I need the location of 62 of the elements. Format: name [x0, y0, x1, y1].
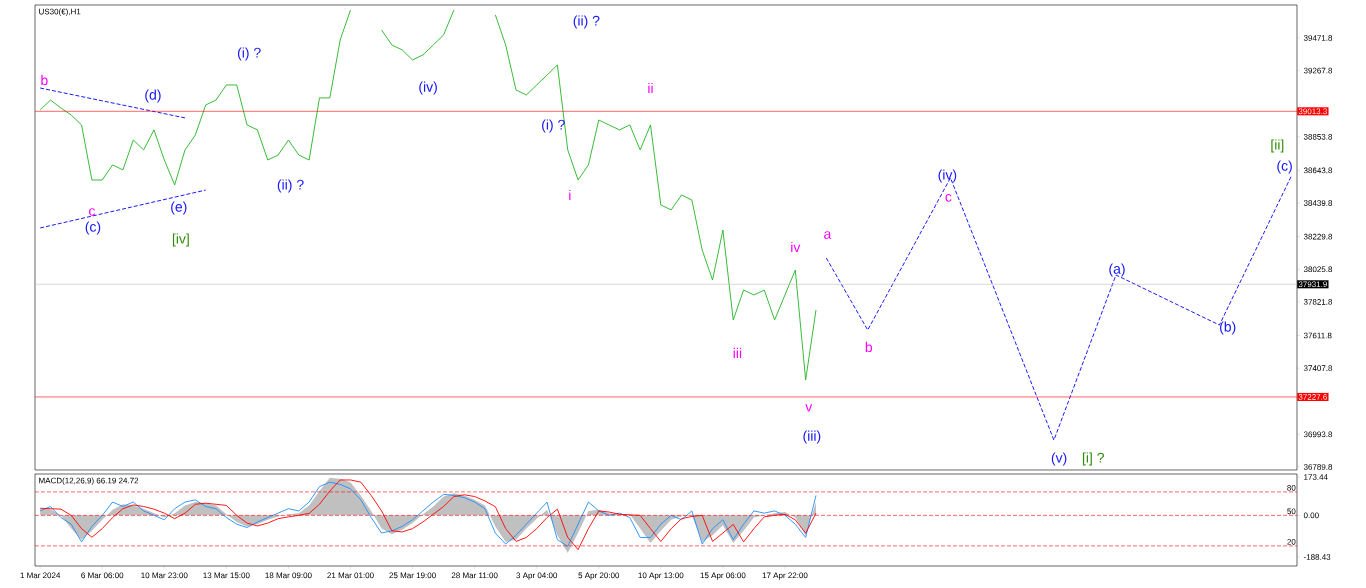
y-tick-label: 173.44 — [1304, 474, 1328, 480]
y-tick-label: 38229.8 — [1303, 233, 1333, 240]
x-tick-label: 17 Apr 22:00 — [762, 572, 808, 580]
ref-line-label: 39013.3 — [1298, 108, 1327, 115]
y-tick-label: 0.00 — [1303, 512, 1319, 519]
y-tick-label: -188.43 — [1303, 554, 1331, 560]
annotation: [ii] — [1271, 139, 1284, 153]
y-tick-label: 39267.8 — [1303, 67, 1333, 74]
annotation: 80 — [1287, 485, 1296, 491]
x-tick-label: 3 Apr 04:00 — [516, 572, 558, 580]
annotation: 50 — [1287, 508, 1296, 515]
annotation: iii — [733, 347, 742, 358]
ref-line-label: 37931.9 — [1298, 281, 1327, 288]
annotation: (i) ? — [237, 47, 261, 61]
y-tick-label: 38439.8 — [1303, 200, 1333, 206]
annotation: (i) ? — [542, 119, 565, 133]
annotation: (c) — [85, 221, 101, 235]
x-tick-label: 10 Apr 13:00 — [638, 572, 684, 580]
annotation: (iv) — [938, 169, 957, 183]
annotation: c — [89, 208, 96, 216]
x-tick-label: 5 Apr 20:00 — [578, 572, 620, 580]
y-tick-label: 37821.8 — [1303, 299, 1333, 305]
annotation: [i] ? — [1082, 452, 1104, 466]
annotation: ii — [648, 82, 653, 94]
annotation: (c) — [1277, 160, 1292, 174]
y-tick-label: 38025.8 — [1303, 266, 1333, 273]
x-tick-label: 1 Mar 2024 — [20, 572, 61, 579]
annotation: (d) — [145, 89, 161, 103]
annotation: (ii) ? — [573, 15, 600, 29]
annotation: (iii) — [803, 430, 821, 444]
x-tick-label: 25 Mar 19:00 — [389, 572, 436, 579]
annotation: (e) — [171, 201, 187, 215]
annotation: (a) — [1109, 263, 1125, 277]
x-tick-label: 28 Mar 11:00 — [451, 572, 498, 579]
x-tick-label: 6 Mar 06:00 — [81, 572, 124, 579]
x-tick-label: 15 Apr 06:00 — [700, 572, 746, 580]
annotation: b — [865, 341, 873, 353]
annotation: v — [805, 404, 813, 412]
annotation: (v) — [1051, 452, 1067, 466]
annotation: i — [569, 189, 571, 201]
y-tick-label: 37611.8 — [1303, 332, 1332, 339]
x-tick-label: 21 Mar 01:00 — [327, 572, 374, 579]
annotation: 20 — [1287, 539, 1296, 545]
annotation: b — [41, 74, 48, 86]
ref-line-label: 37227.6 — [1298, 394, 1327, 400]
annotation: (ii) ? — [277, 179, 304, 193]
x-tick-label: 10 Mar 23:00 — [141, 572, 188, 579]
annotation: iv — [791, 241, 801, 253]
y-tick-label: 37407.8 — [1303, 365, 1333, 371]
y-tick-label: 38853.8 — [1303, 134, 1333, 140]
annotation: a — [824, 231, 832, 239]
annotation: (b) — [1220, 321, 1236, 335]
annotation: c — [945, 194, 952, 202]
x-tick-label: 13 Mar 15:00 — [203, 572, 250, 579]
y-tick-label: 38643.8 — [1303, 167, 1333, 174]
y-tick-label: 39471.8 — [1303, 35, 1333, 41]
y-tick-label: 36789.8 — [1303, 464, 1333, 470]
annotation: (iv) — [419, 81, 437, 95]
annotation: [iv] — [172, 233, 189, 247]
chart-title: US30(€),H1 — [39, 8, 81, 16]
y-tick-label: 36993.8 — [1303, 431, 1333, 438]
x-tick-label: 18 Mar 09:00 — [265, 572, 312, 579]
